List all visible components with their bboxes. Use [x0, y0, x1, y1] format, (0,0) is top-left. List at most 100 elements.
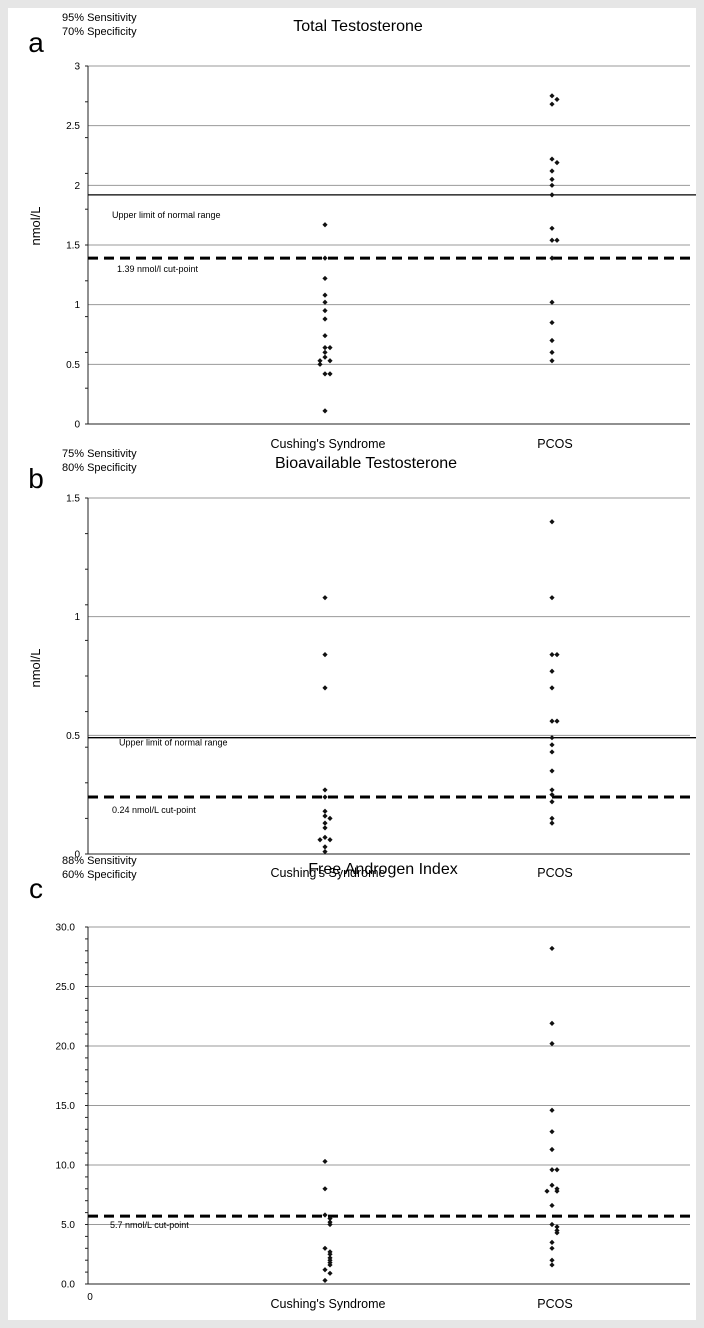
- panel-b-y-tick-label: 1.5: [66, 494, 80, 505]
- panel-b-data-point: [549, 718, 555, 724]
- panel-c-data-point: [549, 1202, 555, 1209]
- panel-b-data-point: [317, 837, 323, 843]
- figure: a 95% Sensitivity 70% Specificity Total Tes…: [8, 8, 696, 1320]
- panel-a-data-point: [317, 361, 323, 367]
- panel-a-data-point: [549, 358, 555, 364]
- panel-a-data-point: [549, 168, 555, 174]
- panel-c-data-point: [549, 1182, 555, 1188]
- panel-a-data-point: [322, 349, 328, 355]
- panel-c-data-point: [322, 1212, 328, 1218]
- panel-b-data-point: [554, 652, 560, 658]
- panel-a-letter: a: [28, 27, 44, 58]
- panel-a-y-tick-label: 0: [74, 420, 80, 431]
- panel-c-y-tick-label: 25.0: [56, 982, 76, 993]
- panel-a-stat-line: 70% Specificity: [62, 26, 137, 38]
- panel-c-data-point: [554, 1188, 560, 1194]
- panel-a-data-point: [549, 93, 555, 99]
- panel-b-data-point: [554, 718, 560, 724]
- panel-c-data-point: [327, 1262, 333, 1268]
- panel-b-stat-line: 75% Sensitivity: [62, 448, 137, 460]
- panel-a-data-point: [549, 101, 555, 107]
- panel-c-data-point: [549, 1245, 555, 1251]
- panel-c-data-point: [549, 1107, 555, 1113]
- panel-b-stat-line: 80% Specificity: [62, 462, 137, 474]
- panel-a-data-point: [322, 408, 328, 414]
- panel-b-data-point: [549, 792, 555, 798]
- panel-a-y-tick-label: 2: [74, 181, 80, 192]
- panel-c-data-point: [322, 1277, 328, 1284]
- panel-c-data-point: [554, 1224, 560, 1230]
- panel-c-data-point: [327, 1221, 333, 1228]
- panel-c-data-point: [549, 1239, 555, 1245]
- panel-c-data-point: [549, 1167, 555, 1173]
- panel-a-data-point: [549, 337, 555, 344]
- panel-c-data-point: [549, 1129, 555, 1135]
- panel-b-data-point: [549, 595, 555, 601]
- panel-b-title: Bioavailable Testosterone: [275, 455, 457, 472]
- panel-c-stat-line: 88% Sensitivity: [62, 855, 137, 867]
- panel-b-data-point: [322, 849, 328, 855]
- panel-a-stat-line: 95% Sensitivity: [62, 12, 137, 24]
- chart-svg: a 95% Sensitivity 70% Specificity Total Tes…: [28, 12, 696, 1311]
- panel-b-category-label: Cushing's Syndrome: [271, 866, 386, 880]
- panel-c-y-tick-label: 15.0: [56, 1101, 76, 1112]
- panel-c-title: Free Androgen Index: [308, 861, 457, 878]
- panel-c-data-point: [549, 1020, 555, 1026]
- panel-b-data-point: [549, 768, 555, 774]
- panel-a-y-tick-label: 0.5: [66, 360, 80, 371]
- panel-c-stat-line: 60% Specificity: [62, 869, 137, 881]
- panel-a-data-point: [549, 182, 555, 188]
- panel-c-data-point: [549, 945, 555, 952]
- panel-b-data-point: [322, 834, 328, 840]
- panel-a-y-tick-label: 3: [74, 62, 80, 73]
- panel-b-data-point: [322, 685, 328, 691]
- panel-b-data-point: [549, 742, 555, 748]
- panel-b-data-point: [322, 808, 328, 814]
- panel-b-category-label: PCOS: [537, 866, 572, 880]
- panel-a-cutpoint-label: 1.39 nmol/l cut-point: [117, 264, 199, 274]
- panel-b-data-point: [549, 519, 555, 525]
- panel-a-data-point: [322, 371, 328, 377]
- panel-a-data-point: [549, 299, 555, 305]
- panel-c-data-point: [544, 1188, 550, 1194]
- panel-c-y-tick-label: 5.0: [61, 1220, 75, 1231]
- panel-a-data-point: [322, 292, 328, 298]
- panel-a-title: Total Testosterone: [293, 18, 423, 35]
- panel-a-data-point: [327, 371, 333, 377]
- panel-a-data-point: [554, 96, 560, 103]
- panel-c-cutpoint-label: 5.7 nmol/L cut-point: [110, 1220, 189, 1230]
- panel-a-data-point: [549, 349, 555, 355]
- panel-c-data-point: [327, 1270, 333, 1276]
- panel-a-data-point: [317, 358, 323, 364]
- panel-b-data-point: [549, 749, 555, 755]
- panel-c-data-point: [549, 1146, 555, 1153]
- panel-c-category-label: Cushing's Syndrome: [271, 1297, 386, 1311]
- panel-b-data-point: [322, 652, 328, 658]
- panel-a-category-label: Cushing's Syndrome: [271, 437, 386, 451]
- panel-a-data-point: [322, 255, 328, 261]
- panel-a-data-point: [322, 308, 328, 314]
- panel-b-y-axis-label: nmol/L: [28, 648, 43, 687]
- panel-c-data-point: [549, 1041, 555, 1047]
- panel-a-y-tick-label: 1.5: [66, 241, 80, 252]
- panel-b-y-tick-label: 0: [74, 850, 80, 861]
- panel-c-data-point: [554, 1167, 560, 1173]
- panel-a-data-point: [554, 160, 560, 166]
- panel-b-letter: b: [28, 463, 44, 494]
- panel-a-upper-limit-label: Upper limit of normal range: [112, 210, 221, 220]
- panel-c-y-tick-label: 0.0: [61, 1280, 75, 1291]
- panel-b-y-tick-label: 1: [74, 612, 80, 623]
- panel-a-data-point: [549, 156, 555, 162]
- panel-b-data-point: [549, 668, 555, 674]
- panel-b-data-point: [327, 815, 333, 821]
- panel-b-data-point: [322, 825, 328, 831]
- panel-b-data-point: [322, 794, 328, 800]
- panel-b-data-point: [322, 787, 328, 793]
- panel-a-data-point: [322, 222, 328, 228]
- panel-c-category-label: PCOS: [537, 1297, 572, 1311]
- panel-b-data-point: [549, 685, 555, 691]
- panel-a-data-point: [549, 192, 555, 198]
- panel-c-data-point: [322, 1245, 328, 1251]
- panel-b-data-point: [549, 815, 555, 821]
- panel-a-data-point: [322, 275, 328, 282]
